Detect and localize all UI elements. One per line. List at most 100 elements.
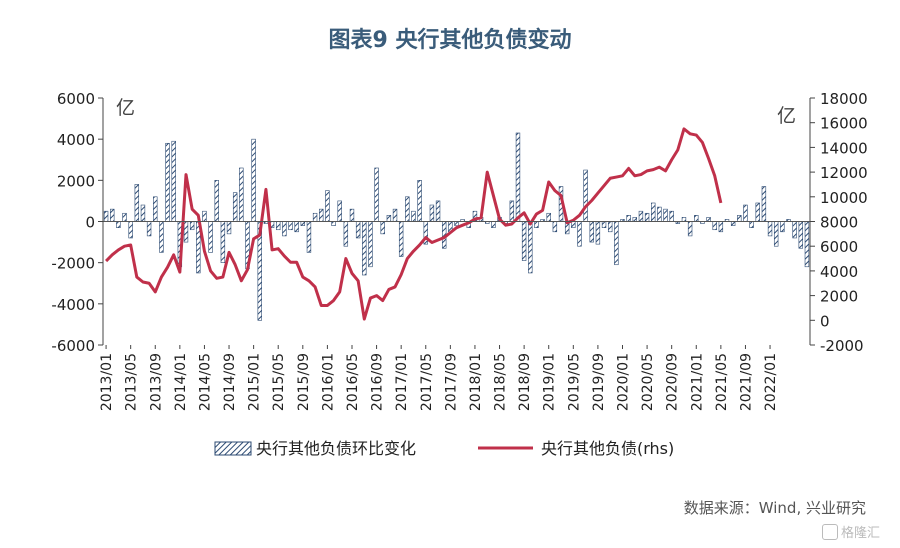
bar (509, 200, 515, 222)
bar (306, 221, 312, 253)
x-tick-label: 2014/05 (197, 353, 213, 411)
bar (755, 202, 760, 222)
bar (761, 186, 767, 222)
right-tick-label: 16000 (820, 115, 868, 133)
bar (730, 221, 736, 226)
bar (232, 192, 238, 222)
bar (362, 221, 367, 276)
x-tick-label: 2020/09 (665, 353, 681, 411)
bar (312, 212, 318, 222)
right-tick-label: 10000 (820, 189, 868, 207)
bar (398, 221, 404, 257)
bar (282, 221, 287, 237)
left-tick-label: 6000 (57, 90, 95, 108)
bar (226, 221, 232, 235)
bar (294, 221, 299, 233)
x-tick-label: 2016/09 (370, 353, 386, 411)
bar (325, 190, 330, 222)
watermark: 格隆汇 (821, 522, 880, 541)
x-tick-label: 2013/09 (148, 353, 164, 411)
bar (644, 212, 650, 222)
x-tick-label: 2021/09 (738, 353, 754, 411)
left-tick-label: 0 (85, 214, 95, 232)
bar (165, 142, 170, 222)
x-tick-label: 2021/05 (714, 353, 730, 411)
x-tick-label: 2013/05 (124, 353, 140, 411)
bar (183, 221, 189, 243)
bar (607, 221, 613, 233)
bar (251, 138, 256, 222)
bar (429, 204, 435, 222)
bar (202, 210, 207, 222)
bar (601, 221, 607, 228)
bar (171, 140, 176, 222)
bar (146, 221, 152, 237)
bar (706, 217, 711, 222)
bar (521, 221, 527, 261)
x-tick-label: 2017/09 (443, 353, 459, 411)
x-tick-label: 2015/09 (296, 353, 312, 411)
x-tick-label: 2013/01 (99, 353, 115, 411)
bar (319, 208, 324, 222)
right-tick-label: 0 (820, 312, 830, 330)
bar (694, 215, 699, 222)
bar (214, 180, 219, 222)
bar (798, 221, 803, 249)
bar (712, 221, 717, 231)
x-tick-label: 2019/01 (542, 353, 558, 411)
bar (718, 221, 724, 233)
x-tick-label: 2015/05 (271, 353, 287, 411)
bar (780, 221, 785, 233)
bar (515, 132, 521, 222)
right-tick-label: -2000 (820, 337, 864, 355)
bar (392, 208, 398, 222)
bar (331, 221, 336, 226)
bar (687, 221, 693, 237)
right-tick-label: 14000 (820, 139, 868, 157)
right-tick-label: 8000 (820, 214, 858, 232)
bar (491, 221, 496, 228)
x-tick-label: 2016/01 (320, 353, 336, 411)
bar (577, 221, 582, 247)
bar (288, 221, 293, 231)
watermark-text: 格隆汇 (840, 526, 880, 541)
left-tick-label: 2000 (57, 172, 95, 190)
bar (435, 200, 441, 222)
x-tick-label: 2014/09 (222, 353, 238, 411)
bar (589, 221, 594, 243)
bar (355, 221, 361, 239)
bar (122, 212, 127, 222)
bar (128, 221, 133, 239)
bar (153, 196, 158, 222)
x-tick-label: 2018/01 (468, 353, 484, 411)
bar (663, 208, 668, 222)
bar (651, 202, 656, 222)
bar (681, 217, 687, 222)
bar (140, 204, 146, 222)
right-tick-label: 2000 (820, 288, 858, 306)
right-tick-label: 12000 (820, 164, 868, 182)
left-tick-label: -4000 (51, 296, 95, 314)
x-tick-label: 2021/01 (689, 353, 705, 411)
bar (583, 169, 588, 222)
chart-title: 图表9 央行其他负债变动 (328, 28, 572, 53)
x-tick-label: 2019/09 (591, 353, 607, 411)
bar (626, 215, 631, 222)
x-tick-label: 2022/01 (763, 353, 779, 411)
bar (337, 200, 342, 222)
x-tick-label: 2019/05 (566, 353, 582, 411)
bar (632, 217, 637, 222)
bar (638, 210, 644, 222)
bar (343, 221, 349, 247)
bar (134, 184, 140, 222)
bar (411, 210, 416, 222)
bar (110, 208, 115, 222)
right-tick-label: 18000 (820, 90, 868, 108)
bar (534, 221, 539, 228)
x-tick-label: 2020/01 (616, 353, 632, 411)
x-tick-label: 2018/05 (493, 353, 509, 411)
x-tick-label: 2016/05 (345, 353, 361, 411)
bar (737, 215, 742, 222)
bar (220, 221, 226, 263)
